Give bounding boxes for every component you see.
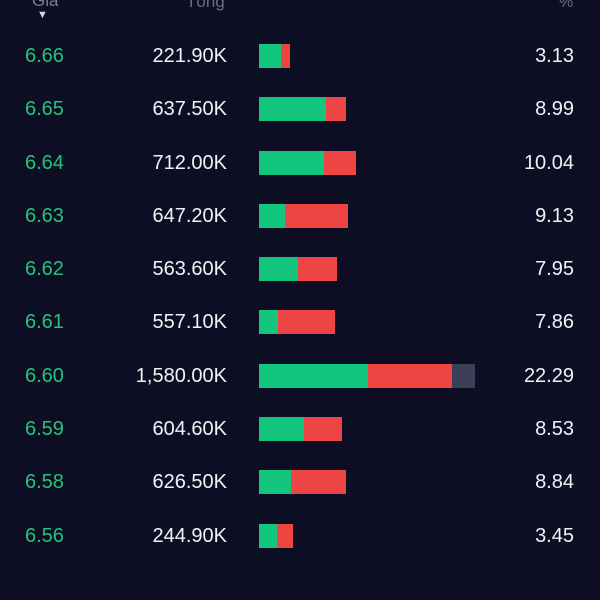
volume-column-header[interactable]: Tổng <box>186 0 225 11</box>
percent-cell: 3.13 <box>535 45 574 67</box>
volume-bar <box>259 363 475 388</box>
buy-segment <box>259 257 299 282</box>
price-cell: 6.63 <box>25 204 64 227</box>
buy-segment <box>259 44 282 68</box>
volume-bar <box>259 470 346 495</box>
sell-segment <box>276 523 293 548</box>
table-row[interactable]: 6.56 244.90K 3.45 <box>0 510 600 563</box>
table-row[interactable]: 6.63 647.20K 9.13 <box>0 190 600 243</box>
sell-segment <box>326 97 347 122</box>
price-column-header[interactable]: Giá <box>32 0 59 10</box>
volume-bar <box>259 203 348 228</box>
percent-column-header[interactable]: % <box>559 0 574 11</box>
volume-cell: 557.10K <box>152 311 227 334</box>
volume-cell: 563.60K <box>152 258 227 281</box>
buy-segment <box>259 523 277 548</box>
percent-cell: 3.45 <box>535 524 574 547</box>
volume-bar <box>259 97 347 122</box>
buy-segment <box>259 203 285 228</box>
volume-bar <box>259 44 291 68</box>
price-cell: 6.61 <box>25 311 64 334</box>
sell-segment <box>304 417 343 442</box>
price-cell: 6.59 <box>25 418 64 441</box>
volume-bar <box>259 257 338 282</box>
buy-segment <box>259 363 368 388</box>
sell-segment <box>298 257 338 282</box>
volume-cell: 221.90K <box>152 45 227 67</box>
table-row[interactable]: 6.60 1,580.00K 22.29 <box>0 350 600 403</box>
volume-cell: 637.50K <box>152 98 227 121</box>
table-header: Giá ▼ Tổng % <box>0 0 600 26</box>
table-row[interactable]: 6.59 604.60K 8.53 <box>0 403 600 456</box>
buy-segment <box>259 417 305 442</box>
sell-segment <box>323 150 356 175</box>
table-row[interactable]: 6.66 221.90K 3.13 <box>0 30 600 83</box>
price-cell: 6.60 <box>25 364 64 387</box>
percent-cell: 8.53 <box>535 418 574 441</box>
percent-cell: 7.86 <box>535 311 574 334</box>
volume-cell: 626.50K <box>152 471 227 494</box>
sell-segment <box>284 203 348 228</box>
sell-segment <box>367 363 452 388</box>
neutral-segment <box>451 363 475 388</box>
table-row[interactable]: 6.62 563.60K 7.95 <box>0 243 600 296</box>
percent-cell: 22.29 <box>523 364 574 387</box>
sell-segment <box>277 310 336 335</box>
volume-bar <box>259 310 336 335</box>
percent-cell: 7.95 <box>535 258 574 281</box>
buy-segment <box>259 310 278 335</box>
volume-cell: 712.00K <box>152 151 227 174</box>
sort-desc-icon[interactable]: ▼ <box>37 9 48 21</box>
percent-cell: 8.84 <box>535 471 574 494</box>
percent-cell: 10.04 <box>523 151 574 174</box>
price-cell: 6.56 <box>25 524 64 547</box>
volume-bar <box>259 523 293 548</box>
price-cell: 6.64 <box>25 151 64 174</box>
table-row[interactable]: 6.58 626.50K 8.84 <box>0 456 600 509</box>
buy-segment <box>259 97 327 122</box>
table-row[interactable]: 6.64 712.00K 10.04 <box>0 137 600 190</box>
sell-segment <box>290 470 346 495</box>
table-row[interactable]: 6.65 637.50K 8.99 <box>0 83 600 136</box>
buy-segment <box>259 150 324 175</box>
volume-cell: 647.20K <box>152 204 227 227</box>
volume-bar <box>259 417 343 442</box>
price-cell: 6.62 <box>25 258 64 281</box>
price-cell: 6.58 <box>25 471 64 494</box>
order-book-list: 6.66 221.90K 3.13 6.65 637.50K 8.99 6.64 712.00… <box>0 30 600 563</box>
volume-cell: 244.90K <box>152 524 227 547</box>
sell-segment <box>281 44 291 68</box>
percent-cell: 8.99 <box>535 98 574 121</box>
percent-cell: 9.13 <box>535 204 574 227</box>
volume-cell: 1,580.00K <box>135 364 227 387</box>
volume-cell: 604.60K <box>152 418 227 441</box>
buy-segment <box>259 470 291 495</box>
price-cell: 6.65 <box>25 98 64 121</box>
price-cell: 6.66 <box>25 45 64 67</box>
table-row[interactable]: 6.61 557.10K 7.86 <box>0 296 600 349</box>
volume-bar <box>259 150 356 175</box>
